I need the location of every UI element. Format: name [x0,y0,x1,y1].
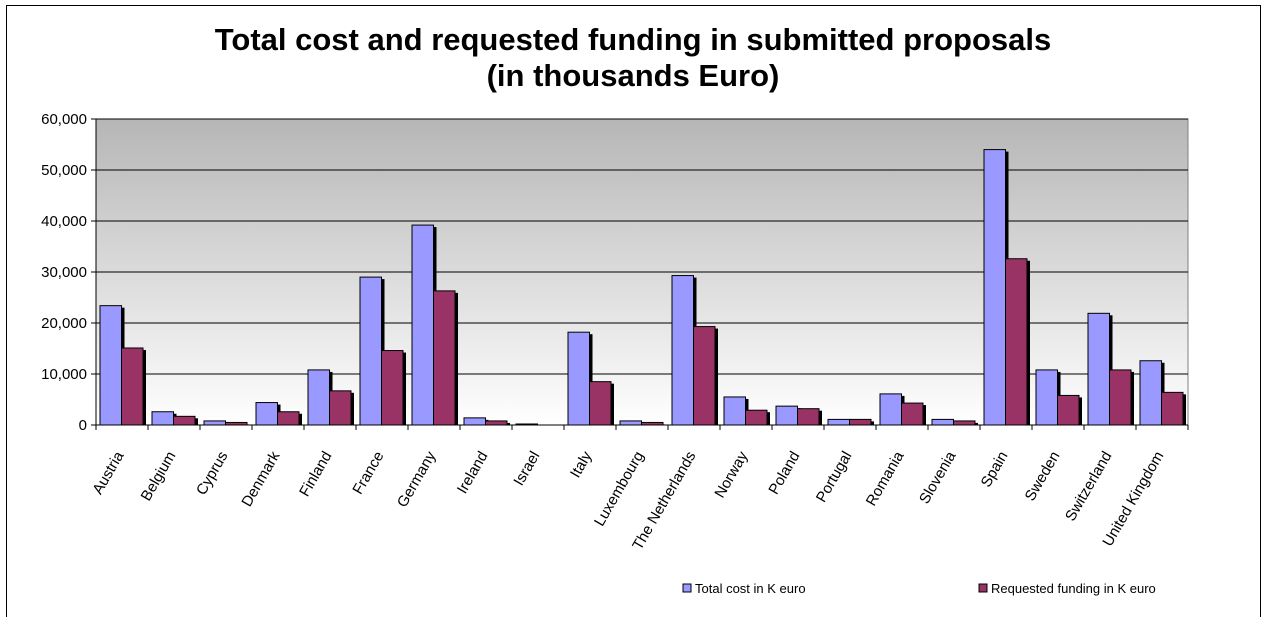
legend-swatch [978,583,988,593]
bar-total-cost [463,417,486,426]
x-tick-label: Austria [89,448,127,497]
bar-total-cost [203,420,226,426]
bar-total-cost [775,405,798,426]
bar-requested-funding [1161,391,1184,426]
bar-total-cost [827,418,850,426]
y-tick-label: 0 [79,417,87,434]
x-tick-label: Switzerland [1062,449,1115,525]
bar-total-cost [671,275,694,426]
bar-requested-funding [693,326,716,426]
bar-requested-funding [849,418,872,426]
bar-total-cost [619,420,642,426]
bar-total-cost [307,369,330,426]
legend: Total cost in K euro Requested funding in… [682,581,1156,596]
bar-requested-funding [173,415,196,426]
x-tick-label: France [349,449,387,498]
y-tick-label: 50,000 [41,162,87,179]
chart-title-line-1: Total cost and requested funding in subm… [214,22,1052,57]
x-tick-label: Spain [978,449,1012,491]
bar-total-cost [359,276,382,426]
x-tick-label: Portugal [813,449,856,506]
bar-requested-funding [485,420,508,426]
bar-total-cost [567,331,590,426]
legend-swatch [682,583,692,593]
x-tick-label: Slovenia [916,448,960,507]
x-tick-label: Luxembourg [591,449,647,530]
chart-subtitle: (in thousands Euro) [486,58,780,93]
bar-requested-funding [953,420,976,426]
x-axis: Austria Belgium Cyprus Denmark Finland France… [89,424,1189,553]
bar-total-cost [1139,360,1162,426]
legend-label: Total cost in K euro [695,581,806,596]
y-tick-label: 60,000 [41,111,87,128]
bar-total-cost [1035,369,1058,426]
bar-total-cost [255,402,278,426]
bar-requested-funding [329,390,352,426]
bar-requested-funding [277,411,300,426]
x-tick-label: Romania [863,448,908,509]
bar-total-cost [99,305,122,426]
x-tick-label: Germany [394,448,440,510]
bar-requested-funding [1005,258,1028,426]
y-axis: 0 10,000 20,000 30,000 40,000 50,000 60,000 [41,111,97,434]
x-tick-label: Sweden [1022,449,1064,504]
x-tick-label: Belgium [138,449,180,504]
x-tick-label: Norway [711,448,751,501]
bar-requested-funding [1057,394,1080,426]
bar-requested-funding [901,402,924,426]
bar-requested-funding [381,350,404,426]
x-tick-label: Cyprus [193,449,231,499]
x-tick-label: Ireland [454,449,492,497]
bar-total-cost [983,149,1006,426]
bar-requested-funding [589,381,612,426]
bar-total-cost [1087,312,1110,426]
bar-total-cost [723,396,746,426]
x-tick-label: Denmark [238,448,283,510]
bar-requested-funding [433,290,456,426]
bar-total-cost [931,418,954,426]
legend-label: Requested funding in K euro [991,581,1156,596]
bar-total-cost [879,393,902,426]
y-tick-label: 10,000 [41,366,87,383]
x-tick-label: Italy [567,448,596,481]
y-tick-label: 30,000 [41,264,87,281]
y-tick-label: 20,000 [41,315,87,332]
bar-total-cost [411,224,434,426]
x-tick-label: Poland [765,449,803,498]
y-tick-label: 40,000 [41,213,87,230]
bar-requested-funding [121,347,144,426]
bar-total-cost [151,411,174,426]
x-tick-label: Israel [510,449,543,489]
x-tick-label: Finland [296,449,335,500]
bar-requested-funding [745,409,768,426]
chart-title: Total cost and requested funding in subm… [0,22,1266,94]
bar-requested-funding [1109,369,1132,426]
bar-requested-funding [797,408,820,426]
bar-marks [99,149,1186,426]
